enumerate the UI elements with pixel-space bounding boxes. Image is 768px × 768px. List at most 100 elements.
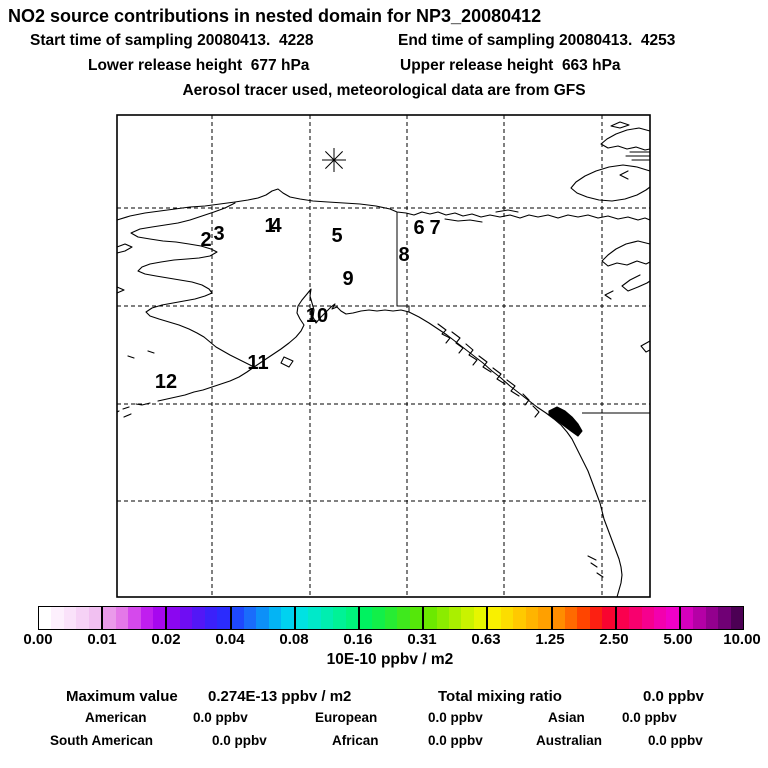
colorbar-cell xyxy=(244,607,257,629)
colorbar-segment-4 xyxy=(293,607,358,629)
region-name: African xyxy=(332,733,379,748)
start-time-text: Start time of sampling 20080413. 4228 xyxy=(30,32,314,49)
coastline-path xyxy=(116,188,651,221)
region-value: 0.0 ppbv xyxy=(622,710,677,725)
colorbar-cell xyxy=(140,607,153,629)
colorbar-cell xyxy=(730,607,744,629)
colorbar-cell xyxy=(409,607,423,629)
stats-max-value: 0.274E-13 ppbv / m2 xyxy=(208,688,352,705)
colorbar-cell xyxy=(152,607,166,629)
source-marker-8: 8 xyxy=(398,244,409,266)
region-name: Asian xyxy=(548,710,585,725)
region-name: European xyxy=(315,710,378,725)
colorbar-cell xyxy=(384,607,398,629)
colorbar-segment-3 xyxy=(229,607,294,629)
coastline-path xyxy=(130,202,255,368)
colorbar-cell xyxy=(436,607,449,629)
colorbar-cell xyxy=(449,607,462,629)
colorbar-cell xyxy=(320,607,334,629)
colorbar-segment-9 xyxy=(614,607,679,629)
colorbar-cell xyxy=(179,607,193,629)
source-marker-3: 3 xyxy=(213,223,224,245)
colorbar-cell xyxy=(705,607,719,629)
colorbar-tick-row: 0.00 0.01 0.02 0.04 0.08 0.16 0.31 0.63 1.25 2.50… xyxy=(0,631,768,649)
colorbar-segment-8 xyxy=(550,607,615,629)
region-value: 0.0 ppbv xyxy=(428,710,483,725)
colorbar-segment-5 xyxy=(357,607,423,629)
region-value: 0.0 ppbv xyxy=(428,733,483,748)
coastline-path xyxy=(253,288,410,368)
end-time-text: End time of sampling 20080413. 4253 xyxy=(398,32,676,49)
colorbar-tick-label: 0.08 xyxy=(279,631,309,648)
colorbar-cell xyxy=(204,607,218,629)
source-marker-6: 6 xyxy=(413,217,424,239)
map-frame xyxy=(116,114,651,598)
colorbar-cell xyxy=(167,607,180,629)
colorbar-cell xyxy=(217,607,230,629)
colorbar-cell xyxy=(39,607,52,629)
colorbar-cell xyxy=(552,607,565,629)
colorbar-cell xyxy=(63,607,77,629)
colorbar-tick-label: 0.31 xyxy=(407,631,437,648)
colorbar-segment-1 xyxy=(101,607,166,629)
colorbar-segment-2 xyxy=(165,607,230,629)
source-marker-10: 10 xyxy=(306,305,328,327)
coastline-path xyxy=(601,240,651,300)
colorbar-cell xyxy=(718,607,731,629)
upper-release-text: Upper release height 663 hPa xyxy=(400,57,621,74)
source-marker-12: 12 xyxy=(155,371,177,393)
asterisk-icon xyxy=(325,151,343,169)
coastline-path xyxy=(570,164,651,202)
colorbar-cell xyxy=(76,607,89,629)
coastline-path xyxy=(600,121,651,161)
colorbar-cell xyxy=(268,607,282,629)
colorbar-cell xyxy=(115,607,129,629)
region-value: 0.0 ppbv xyxy=(193,710,248,725)
colorbar-segment-0 xyxy=(39,607,102,629)
tracer-note-text: Aerosol tracer used, meteorological data… xyxy=(182,82,586,99)
colorbar-cell xyxy=(525,607,539,629)
colorbar-tick-label: 0.02 xyxy=(151,631,181,648)
source-marker-7: 7 xyxy=(429,217,440,239)
lower-release-text: Lower release height 677 hPa xyxy=(88,57,310,74)
stats-total-label: Total mixing ratio xyxy=(438,688,562,705)
colorbar-cell xyxy=(128,607,141,629)
stats-total-value: 0.0 ppbv xyxy=(643,688,704,705)
colorbar-cell xyxy=(103,607,116,629)
colorbar-cell xyxy=(488,607,501,629)
region-value: 0.0 ppbv xyxy=(648,733,703,748)
colorbar-tick-label: 0.63 xyxy=(471,631,501,648)
region-name: Australian xyxy=(536,733,603,748)
colorbar-cell xyxy=(308,607,321,629)
colorbar-cell xyxy=(602,607,615,629)
colorbar-tick-label: 0.04 xyxy=(215,631,245,648)
colorbar-tick-label: 10.00 xyxy=(723,631,761,648)
colorbar-tick-label: 0.00 xyxy=(23,631,53,648)
source-marker-9: 9 xyxy=(342,268,353,290)
region-value: 0.0 ppbv xyxy=(212,733,267,748)
region-name: American xyxy=(85,710,147,725)
colorbar-cell xyxy=(372,607,385,629)
colorbar-cell xyxy=(666,607,679,629)
colorbar-cell xyxy=(693,607,706,629)
colorbar-tick-label: 5.00 xyxy=(663,631,693,648)
colorbar-cell xyxy=(513,607,526,629)
coastline-path xyxy=(116,243,133,294)
source-marker-1: 1 xyxy=(264,215,275,237)
coastline-path xyxy=(116,350,255,418)
colorbar-cell xyxy=(461,607,474,629)
colorbar-unit-label: 10E-10 ppbv / m2 xyxy=(326,651,454,668)
colorbar-tick-label: 1.25 xyxy=(535,631,565,648)
colorbar-cell xyxy=(564,607,578,629)
colorbar-cell xyxy=(256,607,269,629)
colorbar-cell xyxy=(680,607,694,629)
colorbar-cell xyxy=(654,607,667,629)
coastline-path xyxy=(437,323,540,418)
coastline-path xyxy=(280,356,294,368)
colorbar-cell xyxy=(538,607,551,629)
colorbar xyxy=(38,606,744,630)
colorbar-segment-10 xyxy=(678,607,744,629)
colorbar-cell xyxy=(231,607,244,629)
